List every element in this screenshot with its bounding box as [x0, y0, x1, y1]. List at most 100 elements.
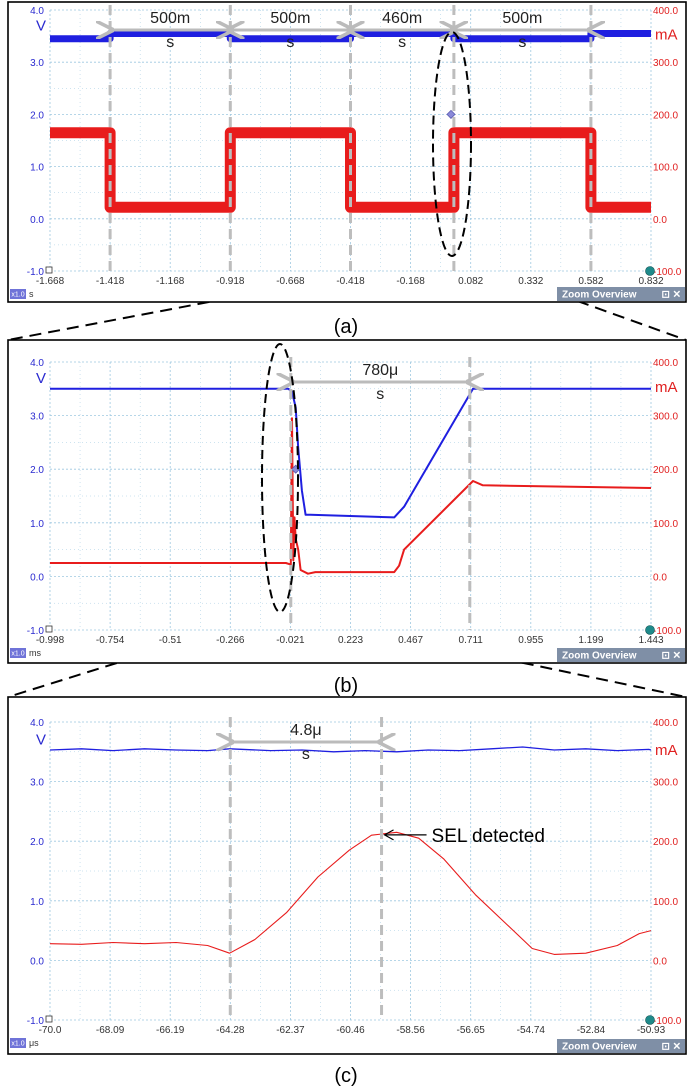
dimension-unit: s: [286, 34, 294, 51]
zoom-overview-bar: [557, 1039, 685, 1053]
x-tick: -58.56: [396, 1025, 425, 1036]
y-tick-left: 2.0: [30, 110, 44, 121]
zoom-overview-icons: ⊡ ✕: [661, 290, 681, 301]
y-tick-right: 300.0: [653, 58, 678, 69]
dimension-value: 500m: [150, 10, 190, 27]
x-tick: 1.199: [578, 635, 603, 646]
y-tick-right: 200.0: [653, 465, 678, 476]
x-tick: -1.168: [156, 276, 185, 287]
zoom-badge: [10, 648, 26, 658]
y-tick-right: 0.0: [653, 956, 667, 967]
y-tick-left: 0.0: [30, 215, 44, 226]
axis-end-marker: [645, 1015, 655, 1025]
axis-origin-marker: [45, 1015, 53, 1023]
x-tick: -1.418: [96, 276, 125, 287]
dimension-value: 500m: [502, 10, 542, 27]
y-tick-left: 0.0: [30, 572, 44, 583]
plot-frame: [7, 339, 687, 664]
dimension-unit: s: [376, 386, 384, 403]
y-tick-left: 4.0: [30, 718, 44, 729]
x-tick: -0.754: [96, 635, 125, 646]
x-tick: 0.955: [518, 635, 543, 646]
zoom-badge: [10, 289, 26, 299]
x-tick: -64.28: [216, 1025, 245, 1036]
x-tick: -62.37: [276, 1025, 305, 1036]
panel-c: 4.0 3.0 2.0 1.0 0.0 -1.0 400.0 300.0 200.0 100.0 0…: [7, 696, 687, 1055]
x-tick: 0.223: [338, 635, 363, 646]
x-tick: -1.668: [36, 276, 65, 287]
y-tick-left: 1.0: [30, 897, 44, 908]
y-tick-right: 100.0: [653, 519, 678, 530]
x-unit: s: [29, 289, 34, 299]
y-tick-left: 3.0: [30, 778, 44, 789]
zoom-overview-icons: ⊡ ✕: [661, 1042, 681, 1053]
x-tick: -0.51: [159, 635, 182, 646]
x-tick: -0.168: [396, 276, 425, 287]
annotation-arrowhead: [383, 829, 394, 841]
x-tick: -66.19: [156, 1025, 185, 1036]
x-tick: 0.582: [578, 276, 603, 287]
caption-a: (a): [334, 316, 358, 338]
x-tick: -56.65: [457, 1025, 486, 1036]
axis-origin-marker: [45, 625, 53, 633]
x-unit: ms: [29, 648, 41, 658]
x-tick: -0.418: [336, 276, 365, 287]
x-tick: -60.46: [336, 1025, 365, 1036]
y-tick-left: 2.0: [30, 837, 44, 848]
y-tick-right: -100.0: [653, 626, 682, 637]
x-unit: μs: [29, 1038, 39, 1048]
y-tick-right: 300.0: [653, 412, 678, 423]
current-trace: [49, 831, 652, 955]
y-tick-right: 0.0: [653, 572, 667, 583]
x-tick: -54.74: [517, 1025, 546, 1036]
x-tick: -70.0: [39, 1025, 62, 1036]
y-tick-left: 2.0: [30, 465, 44, 476]
y-tick-left: 3.0: [30, 58, 44, 69]
dimension-value: 780μ: [362, 362, 398, 379]
dimension-unit: s: [398, 34, 406, 51]
dimension-unit: s: [518, 34, 526, 51]
zoom-overview-label: Zoom Overview: [562, 290, 637, 301]
y-tick-left: -1.0: [27, 267, 45, 278]
y-tick-right: 400.0: [653, 358, 678, 369]
y-unit-left: V: [36, 732, 46, 749]
connector-line: [279, 611, 687, 698]
x-tick: 0.332: [518, 276, 543, 287]
zoom-overview-icons: ⊡ ✕: [661, 651, 681, 662]
zoom-ellipse-a: [432, 31, 472, 257]
y-unit-left: V: [36, 18, 46, 35]
y-tick-right: 0.0: [653, 215, 667, 226]
plot-frame: [7, 696, 687, 1055]
x-tick: -0.021: [276, 635, 305, 646]
x-tick: -52.84: [577, 1025, 606, 1036]
y-tick-right: 200.0: [653, 837, 678, 848]
x-tick: -0.668: [276, 276, 305, 287]
axis-end-marker: [645, 625, 655, 635]
x-tick: -0.918: [216, 276, 245, 287]
dimension-value: 4.8μ: [290, 722, 321, 739]
y-tick-right: -100.0: [653, 1016, 682, 1027]
current-trace: [50, 417, 652, 575]
dimension-unit: s: [302, 746, 310, 763]
axis-end-marker: [645, 266, 655, 276]
panel-a: 4.0 3.0 2.0 1.0 0.0 -1.0 400.0 300.0 200.0 100.0 0…: [7, 1, 687, 303]
y-unit-left: V: [36, 370, 46, 387]
x-tick: 0.082: [458, 276, 483, 287]
y-tick-left: 3.0: [30, 412, 44, 423]
zoom-badge-text: x1.0: [11, 651, 24, 658]
y-tick-left: -1.0: [27, 1016, 45, 1027]
dimension-value: 500m: [270, 10, 310, 27]
y-tick-left: 4.0: [30, 6, 44, 17]
x-tick: -68.09: [96, 1025, 125, 1036]
y-tick-left: 0.0: [30, 956, 44, 967]
x-tick: -0.998: [36, 635, 65, 646]
y-tick-right: 300.0: [653, 778, 678, 789]
zoom-ellipse-b: [261, 343, 299, 613]
x-tick: 0.832: [638, 276, 663, 287]
y-tick-left: -1.0: [27, 626, 45, 637]
zoom-badge-text: x1.0: [11, 1041, 24, 1048]
y-tick-left: 4.0: [30, 358, 44, 369]
y-tick-right: 100.0: [653, 163, 678, 174]
x-tick: -0.266: [216, 635, 245, 646]
